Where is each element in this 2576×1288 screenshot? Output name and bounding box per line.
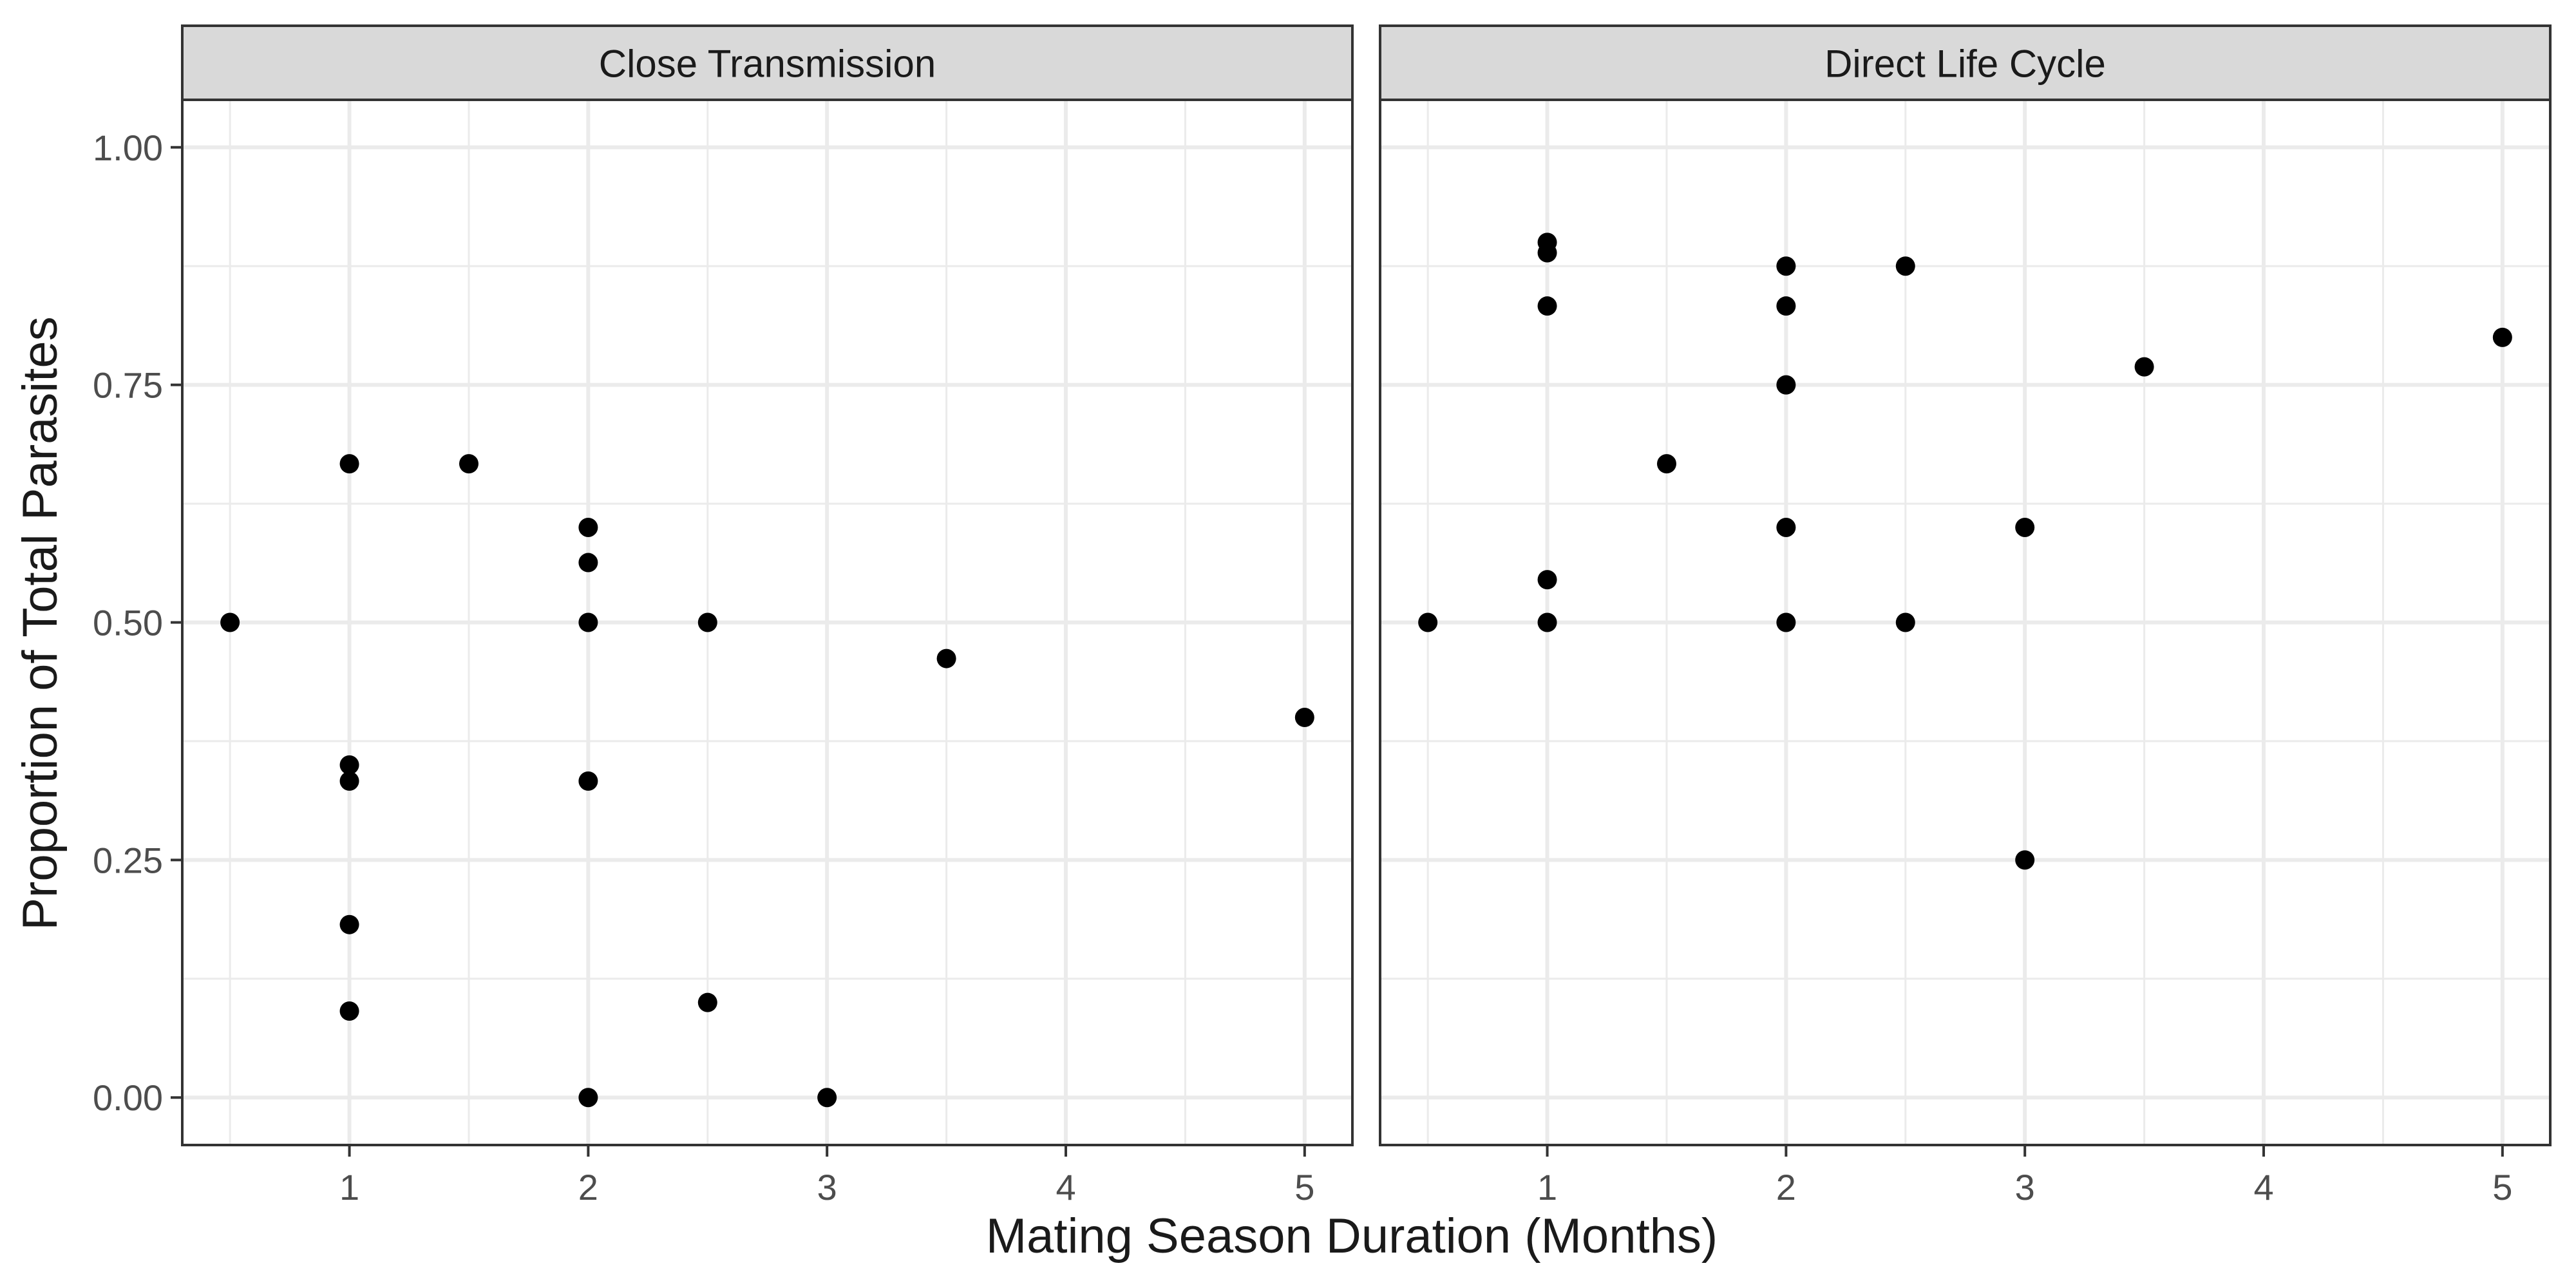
y-tick-label: 1.00	[93, 128, 163, 168]
data-point	[936, 649, 956, 668]
x-tick-label: 5	[1294, 1167, 1314, 1208]
x-axis-title: Mating Season Duration (Months)	[986, 1209, 1718, 1264]
panels-layer: Close Transmission 1 2 3 4 5 0.00 0.25 0.50 0.75 1…	[93, 24, 2552, 1208]
x-tick-label: 3	[817, 1167, 837, 1208]
facet-strip-label: Close Transmission	[599, 43, 936, 86]
data-point	[697, 992, 717, 1012]
data-point	[578, 612, 598, 632]
data-point	[578, 517, 598, 537]
facet-strip-label: Direct Life Cycle	[1824, 43, 2106, 86]
data-point	[1776, 612, 1796, 632]
data-point	[578, 553, 598, 573]
y-tick-label: 0.75	[93, 365, 163, 406]
x-tick-label: 2	[578, 1167, 598, 1208]
data-point	[1656, 454, 1676, 474]
data-point	[1537, 570, 1557, 590]
data-point	[2134, 357, 2154, 377]
data-point	[1776, 296, 1796, 316]
data-point	[1776, 256, 1796, 276]
data-point	[1776, 375, 1796, 395]
data-point	[1537, 296, 1557, 316]
x-tick-label: 5	[2492, 1167, 2512, 1208]
facet-strip	[1379, 24, 2552, 101]
data-point	[220, 612, 240, 632]
data-point	[339, 755, 359, 775]
y-axis-title: Proportion of Total Parasites	[13, 316, 68, 930]
x-tick-label: 4	[2253, 1167, 2273, 1208]
data-point	[2492, 327, 2512, 347]
data-point	[2015, 850, 2035, 870]
x-tick-label: 1	[1537, 1167, 1557, 1208]
data-point	[1895, 256, 1915, 276]
data-point	[578, 1088, 598, 1108]
data-point	[459, 454, 478, 474]
data-point	[697, 612, 717, 632]
y-tick-label: 0.00	[93, 1077, 163, 1118]
x-tick-label: 4	[1056, 1167, 1075, 1208]
facet-strip	[181, 24, 1354, 101]
data-point	[339, 454, 359, 474]
panel-2: Direct Life Cycle 1 2 3 4 5	[1379, 24, 2552, 1208]
data-point	[1895, 612, 1915, 632]
data-point	[1776, 517, 1796, 537]
y-tick-label: 0.50	[93, 603, 163, 643]
panel-1: Close Transmission 1 2 3 4 5 0.00 0.25 0.50 0.75 1…	[93, 24, 1354, 1208]
data-point	[2015, 517, 2035, 537]
data-point	[817, 1088, 837, 1108]
data-point	[339, 914, 359, 934]
data-point	[1537, 243, 1557, 263]
x-tick-label: 2	[1776, 1167, 1796, 1208]
x-tick-label: 3	[2015, 1167, 2035, 1208]
data-point	[339, 1001, 359, 1021]
data-point	[1537, 612, 1557, 632]
data-point	[1294, 708, 1314, 728]
data-point	[339, 771, 359, 791]
y-tick-label: 0.25	[93, 840, 163, 880]
data-point	[578, 771, 598, 791]
data-point	[1418, 612, 1438, 632]
x-tick-label: 1	[339, 1167, 359, 1208]
